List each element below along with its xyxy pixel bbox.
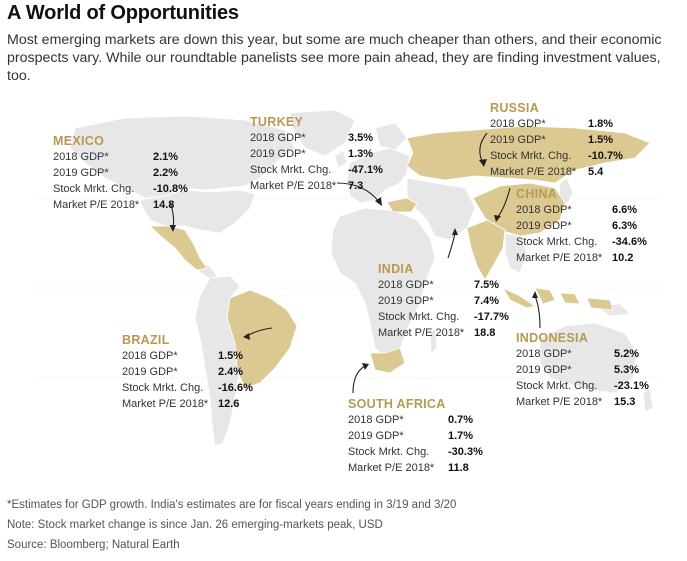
value-stock: -23.1% xyxy=(614,380,649,392)
label-pe: Market P/E 2018* xyxy=(53,199,140,211)
value-stock: -16.6% xyxy=(218,382,253,394)
country-name: INDIA xyxy=(378,262,414,276)
country-name: BRAZIL xyxy=(122,333,170,347)
value-pe: 7.3 xyxy=(348,180,364,192)
country-block-india: INDIA 2018 GDP* 7.5% 2019 GDP* 7.4% Stock … xyxy=(378,261,509,341)
turkey-shape xyxy=(386,197,418,213)
value-gdp2018: 1.5% xyxy=(218,350,244,362)
value-gdp2018: 3.5% xyxy=(348,132,374,144)
label-stock: Stock Mrkt. Chg. xyxy=(250,164,332,176)
country-block-mexico: MEXICO 2018 GDP* 2.1% 2019 GDP* 2.2% Stock… xyxy=(53,133,188,213)
indonesia-shape xyxy=(502,287,614,311)
country-name: SOUTH AFRICA xyxy=(348,397,446,411)
mexico-shape xyxy=(148,225,208,271)
country-name: TURKEY xyxy=(250,115,304,129)
label-gdp2019: 2019 GDP* xyxy=(516,364,572,376)
label-gdp2018: 2018 GDP* xyxy=(516,204,572,216)
footnote-note: Note: Stock market change is since Jan. … xyxy=(7,519,383,531)
label-gdp2019: 2019 GDP* xyxy=(122,366,178,378)
value-stock: -47.1% xyxy=(348,164,383,176)
page-title: A World of Opportunities xyxy=(7,2,239,24)
country-block-indonesia: INDONESIA 2018 GDP* 5.2% 2019 GDP* 5.3% St… xyxy=(516,330,649,410)
value-stock: -34.6% xyxy=(612,236,647,248)
country-name: MEXICO xyxy=(53,134,105,148)
value-gdp2018: 6.6% xyxy=(612,204,638,216)
label-pe: Market P/E 2018* xyxy=(348,462,435,474)
value-gdp2019: 7.4% xyxy=(474,295,500,307)
label-gdp2019: 2019 GDP* xyxy=(348,430,404,442)
value-pe: 14.8 xyxy=(153,199,175,211)
label-stock: Stock Mrkt. Chg. xyxy=(516,236,598,248)
country-block-brazil: BRAZIL 2018 GDP* 1.5% 2019 GDP* 2.4% Stock… xyxy=(122,332,253,412)
value-gdp2018: 5.2% xyxy=(614,348,640,360)
brazil-shape xyxy=(226,289,298,389)
label-stock: Stock Mrkt. Chg. xyxy=(378,311,460,323)
value-stock: -30.3% xyxy=(448,446,483,458)
other-land xyxy=(69,109,654,447)
value-gdp2019: 2.4% xyxy=(218,366,244,378)
russia-shape xyxy=(406,125,651,184)
label-pe: Market P/E 2018* xyxy=(378,327,465,339)
value-pe: 12.6 xyxy=(218,398,240,410)
label-gdp2019: 2019 GDP* xyxy=(490,134,546,146)
value-pe: 15.3 xyxy=(614,396,636,408)
value-gdp2019: 1.3% xyxy=(348,148,374,160)
label-stock: Stock Mrkt. Chg. xyxy=(516,380,598,392)
label-pe: Market P/E 2018* xyxy=(490,166,577,178)
south-africa-shape xyxy=(369,347,406,374)
value-gdp2018: 2.1% xyxy=(153,151,179,163)
value-stock: -10.7% xyxy=(588,150,623,162)
value-stock: -10.8% xyxy=(153,183,188,195)
footnote-estimates: *Estimates for GDP growth. India's estim… xyxy=(7,499,457,511)
country-block-russia: RUSSIA 2018 GDP* 1.8% 2019 GDP* 1.5% Stock… xyxy=(490,100,623,180)
country-block-south-africa: SOUTH AFRICA 2018 GDP* 0.7% 2019 GDP* 1.7%… xyxy=(348,396,483,476)
label-pe: Market P/E 2018* xyxy=(516,252,603,264)
world-map xyxy=(35,109,660,447)
value-gdp2018: 0.7% xyxy=(448,414,474,426)
footnote-source: Source: Bloomberg; Natural Earth xyxy=(7,539,180,551)
label-gdp2019: 2019 GDP* xyxy=(250,148,306,160)
country-name: CHINA xyxy=(516,187,558,201)
value-gdp2018: 1.8% xyxy=(588,118,614,130)
label-stock: Stock Mrkt. Chg. xyxy=(53,183,135,195)
label-stock: Stock Mrkt. Chg. xyxy=(122,382,204,394)
label-pe: Market P/E 2018* xyxy=(516,396,603,408)
label-gdp2018: 2018 GDP* xyxy=(122,350,178,362)
value-pe: 18.8 xyxy=(474,327,496,339)
label-stock: Stock Mrkt. Chg. xyxy=(490,150,572,162)
country-name: INDONESIA xyxy=(516,331,589,345)
label-pe: Market P/E 2018* xyxy=(122,398,209,410)
label-gdp2019: 2019 GDP* xyxy=(378,295,434,307)
label-gdp2018: 2018 GDP* xyxy=(516,348,572,360)
value-pe: 5.4 xyxy=(588,166,604,178)
value-stock: -17.7% xyxy=(474,311,509,323)
label-gdp2018: 2018 GDP* xyxy=(348,414,404,426)
value-pe: 10.2 xyxy=(612,252,634,264)
label-gdp2019: 2019 GDP* xyxy=(516,220,572,232)
value-gdp2019: 6.3% xyxy=(612,220,638,232)
value-gdp2019: 1.5% xyxy=(588,134,614,146)
country-name: RUSSIA xyxy=(490,101,540,115)
label-gdp2018: 2018 GDP* xyxy=(53,151,109,163)
label-gdp2018: 2018 GDP* xyxy=(378,279,434,291)
value-pe: 11.8 xyxy=(448,462,469,474)
value-gdp2018: 7.5% xyxy=(474,279,500,291)
label-stock: Stock Mrkt. Chg. xyxy=(348,446,430,458)
value-gdp2019: 2.2% xyxy=(153,167,179,179)
country-block-turkey: TURKEY 2018 GDP* 3.5% 2019 GDP* 1.3% Stock… xyxy=(250,114,383,194)
label-gdp2019: 2019 GDP* xyxy=(53,167,109,179)
india-shape xyxy=(466,219,506,281)
label-gdp2018: 2018 GDP* xyxy=(250,132,306,144)
label-gdp2018: 2018 GDP* xyxy=(490,118,546,130)
value-gdp2019: 5.3% xyxy=(614,364,640,376)
label-pe: Market P/E 2018* xyxy=(250,180,337,192)
country-block-china: CHINA 2018 GDP* 6.6% 2019 GDP* 6.3% Stock … xyxy=(516,186,647,266)
page-subtitle: Most emerging markets are down this year… xyxy=(7,32,662,84)
value-gdp2019: 1.7% xyxy=(448,430,474,442)
